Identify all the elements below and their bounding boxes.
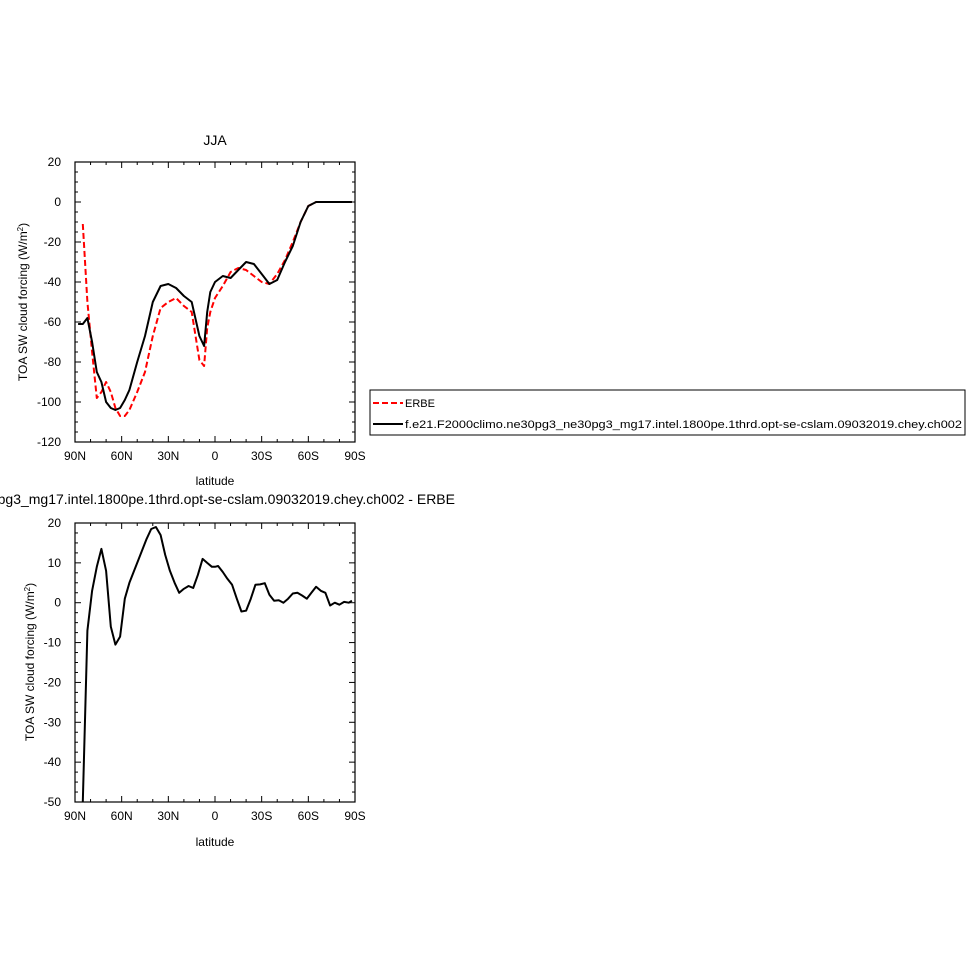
bottom-panel: f.e21.F2000climo.ne30pg3_ne30pg3_mg17.in… (0, 491, 455, 849)
x-tick-label: 30N (157, 809, 179, 823)
top-y-axis-label: TOA SW cloud forcing (W/m2) (16, 223, 30, 381)
legend-erbe-label: ERBE (405, 398, 435, 410)
x-tick-label: 90N (64, 809, 86, 823)
x-tick-label: 0 (212, 809, 219, 823)
x-tick-label: 90S (344, 449, 365, 463)
x-tick-label: 60N (111, 809, 133, 823)
y-tick-label: -120 (37, 435, 61, 449)
x-tick-label: 60S (298, 809, 319, 823)
legend-box (369, 389, 966, 436)
y-tick-label: -50 (44, 795, 62, 809)
bottom-y-axis-label: TOA SW cloud forcing (W/m2) (23, 583, 37, 741)
y-tick-label: 20 (48, 155, 62, 169)
legend-model-label: f.e21.F2000climo.ne30pg3_ne30pg3_mg17.in… (405, 419, 962, 431)
y-tick-label: -40 (44, 275, 62, 289)
series-line-erbe (81, 201, 352, 417)
x-tick-label: 90N (64, 449, 86, 463)
x-tick-label: 90S (344, 809, 365, 823)
y-tick-label: 10 (48, 556, 62, 570)
series-line-difference (81, 526, 353, 803)
y-tick-label: -30 (44, 715, 62, 729)
y-tick-label: -20 (44, 235, 62, 249)
x-tick-label: 30S (251, 809, 272, 823)
y-tick-label: 20 (48, 516, 62, 530)
series-line-f-e21-f2000climo-ne30pg3 (78, 201, 352, 411)
top-panel: JJA 90N 60N 30N 0 30S 60S 90S -120 -100 -80 -60 -4… (16, 132, 966, 488)
x-tick-label: 30S (251, 449, 272, 463)
x-tick-label: 30N (157, 449, 179, 463)
bottom-x-axis-label: latitude (196, 835, 235, 849)
bottom-chart-title: f.e21.F2000climo.ne30pg3_ne30pg3_mg17.in… (0, 491, 455, 507)
y-tick-label: -60 (44, 315, 62, 329)
x-tick-label: 60N (111, 449, 133, 463)
top-chart-title: JJA (203, 132, 227, 148)
y-tick-label: 0 (54, 596, 61, 610)
y-tick-label: 0 (54, 195, 61, 209)
y-tick-label: -100 (37, 395, 61, 409)
y-tick-label: -20 (44, 675, 62, 689)
bottom-plot-frame (74, 522, 356, 803)
x-tick-label: 0 (212, 449, 219, 463)
y-tick-label: -80 (44, 355, 62, 369)
legend: ERBE f.e21.F2000climo.ne30pg3_ne30pg3_mg… (369, 389, 966, 436)
top-x-axis-label: latitude (196, 474, 235, 488)
y-tick-label: -10 (44, 636, 62, 650)
y-tick-label: -40 (44, 755, 62, 769)
x-tick-label: 60S (298, 449, 319, 463)
